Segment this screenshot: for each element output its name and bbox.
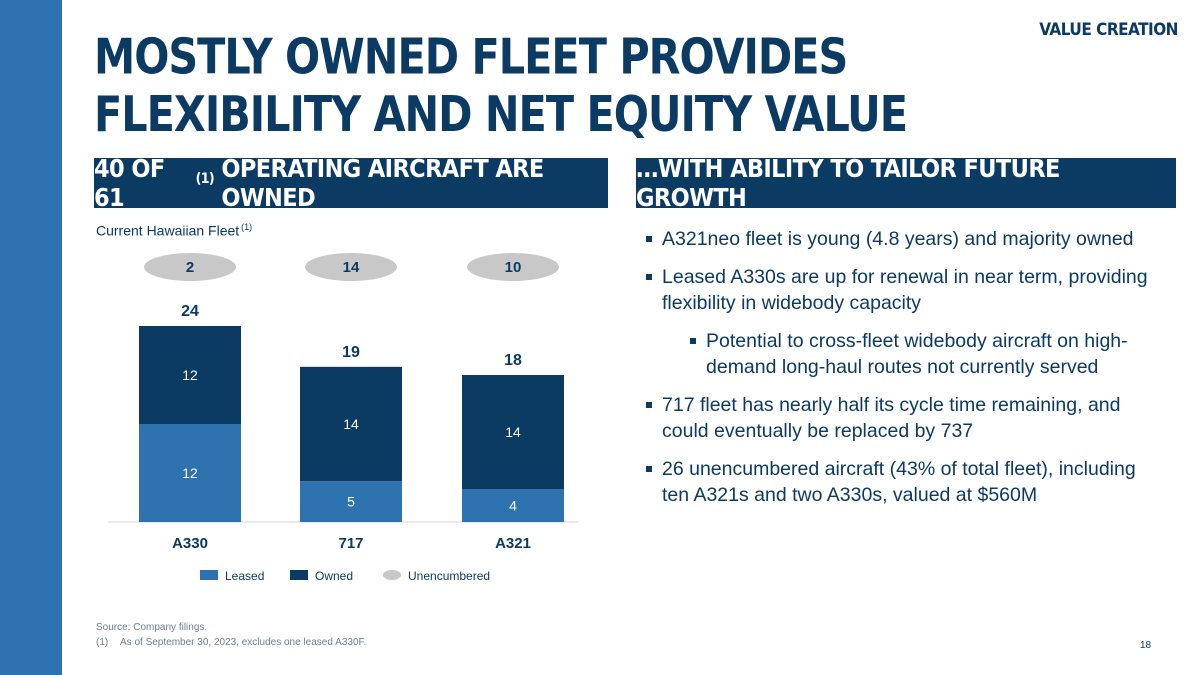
unencumbered-ellipse [305,253,397,281]
section-tag: VALUE CREATION [1039,20,1178,40]
legend-label-owned: Owned [315,569,353,583]
chart-subtitle: Current Hawaiian Fleet (1) [96,222,252,239]
segment-value-label: 14 [343,416,359,432]
left-header-footnote-mark: (1) [195,171,215,187]
unencumbered-value-label: 10 [505,259,522,276]
segment-value-label: 14 [505,424,521,440]
sub-bullet-item: Potential to cross-fleet widebody aircra… [684,328,1160,380]
footnote-text: As of September 30, 2023, excludes one l… [120,637,367,648]
segment-value-label: 4 [509,498,517,514]
footnote-1: (1) As of September 30, 2023, excludes on… [96,637,366,648]
bar-segment-owned-a330 [139,326,241,424]
segment-value-label: 5 [347,494,355,510]
unencumbered-ellipse [144,253,236,281]
x-tick-label: A330 [172,535,208,552]
segment-value-label: 12 [182,367,198,383]
legend-label-leased: Leased [225,569,264,583]
right-panel-header: …WITH ABILITY TO TAILOR FUTURE GROWTH [636,154,1176,212]
unencumbered-value-label: 2 [186,259,194,276]
x-tick-label: A321 [495,535,531,552]
bullet-list: A321neo fleet is young (4.8 years) and m… [640,226,1160,520]
unencumbered-value-label: 14 [343,259,360,276]
chart-subtitle-footnote-mark: (1) [241,222,253,232]
bar-total-label: 24 [181,303,199,320]
bullet-item: 26 unencumbered aircraft (43% of total f… [640,456,1160,508]
title-line-1: MOSTLY OWNED FLEET PROVIDES [94,28,848,86]
bar-segment-leased-a321 [462,489,564,522]
bar-segment-leased-717 [300,481,402,522]
bar-segment-owned-a321 [462,375,564,490]
footnote-mark: (1) [96,637,109,648]
footnote-source: Source: Company filings. [96,622,208,633]
left-panel-header: 40 OF 61 (1) OPERATING AIRCRAFT ARE OWNED [94,154,608,212]
left-header-text: OPERATING AIRCRAFT ARE OWNED [221,154,544,212]
legend-label-unencumbered: Unencumbered [408,569,490,583]
segment-value-label: 12 [182,465,198,481]
bullet-item: Leased A330s are up for renewal in near … [640,264,1160,316]
left-header-count: 40 OF 61 [94,154,165,212]
bar-total-label: 19 [342,344,360,361]
left-accent-stripe [0,0,62,675]
page-number: 18 [1140,640,1152,651]
legend-swatch-leased [200,570,218,580]
x-tick-label: 717 [338,535,363,552]
bar-segment-leased-a330 [139,424,241,522]
legend-swatch-unencumbered [383,570,401,580]
page-title: MOSTLY OWNED FLEET PROVIDES FLEXIBILITY … [94,28,908,143]
bullet-item: A321neo fleet is young (4.8 years) and m… [640,226,1160,252]
bar-segment-owned-717 [300,366,402,482]
chart-subtitle-text: Current Hawaiian Fleet [96,222,240,239]
fleet-stacked-bar-chart: 12 12 24 A330 2 5 14 19 717 14 4 14 18 A321 10 Leased Ow… [108,253,578,583]
legend-swatch-owned [290,570,308,580]
unencumbered-ellipse [467,253,559,281]
bullet-item: 717 fleet has nearly half its cycle time… [640,392,1160,444]
bar-total-label: 18 [504,352,522,369]
title-line-2: FLEXIBILITY AND NET EQUITY VALUE [94,85,908,143]
